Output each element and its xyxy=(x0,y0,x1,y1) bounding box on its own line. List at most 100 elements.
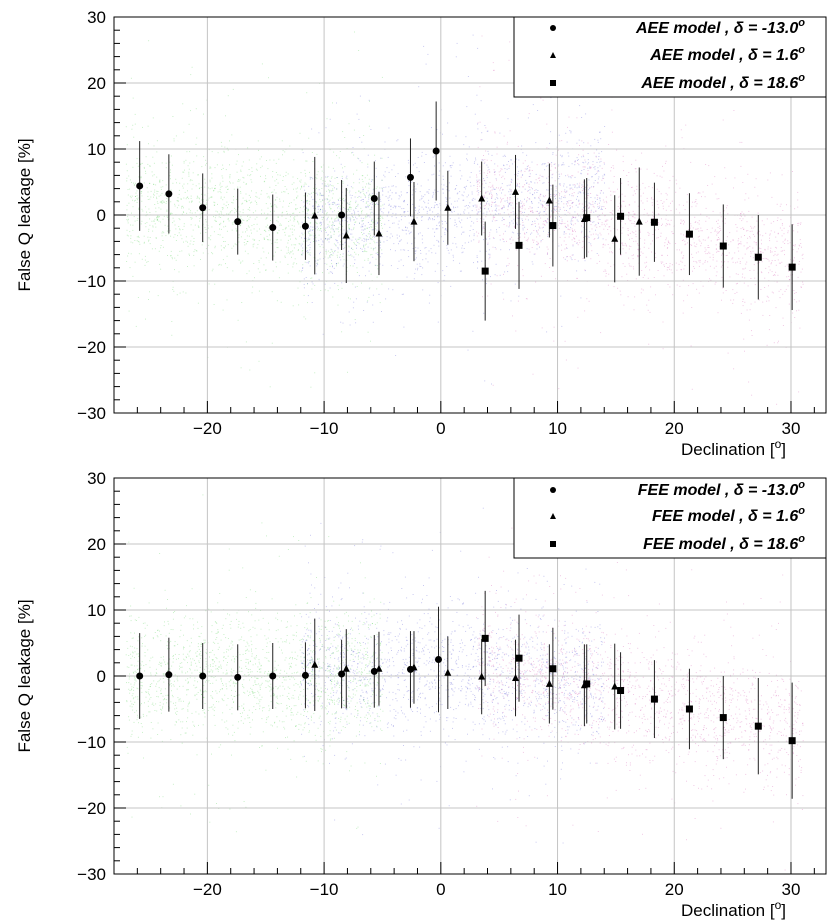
bg-dot xyxy=(229,182,231,184)
bg-dot xyxy=(271,191,273,193)
bg-dot xyxy=(156,198,158,200)
bg-dot xyxy=(526,154,528,156)
bg-dot xyxy=(500,186,502,188)
bg-dot xyxy=(170,213,171,215)
bg-dot xyxy=(564,209,566,211)
bg-dot xyxy=(483,178,485,179)
bg-dot xyxy=(428,199,430,201)
bg-dot xyxy=(190,74,192,76)
bg-dot xyxy=(597,182,599,184)
bg-dot xyxy=(579,191,581,193)
bg-dot xyxy=(635,159,637,161)
bg-dot xyxy=(348,297,349,299)
bg-dot xyxy=(320,208,321,210)
bg-dot xyxy=(635,236,637,238)
bg-dot xyxy=(252,286,254,288)
bg-dot xyxy=(578,200,580,202)
bg-dot xyxy=(314,284,316,286)
bg-dot xyxy=(800,286,802,288)
bg-dot xyxy=(565,191,566,193)
bg-dot xyxy=(590,234,592,236)
bg-dot xyxy=(479,210,481,212)
bg-dot xyxy=(569,130,571,132)
bg-dot xyxy=(627,234,629,236)
bg-dot xyxy=(244,250,246,252)
bg-dot xyxy=(512,239,514,241)
bg-dot xyxy=(135,325,137,327)
bg-dot xyxy=(215,221,217,222)
bg-dot xyxy=(629,265,631,267)
bg-dot xyxy=(315,228,317,230)
bg-dot xyxy=(571,223,572,225)
bg-dot xyxy=(475,206,477,208)
bg-dot xyxy=(367,166,369,168)
bg-dot xyxy=(471,210,473,212)
bg-dot xyxy=(319,253,320,255)
bg-dot xyxy=(422,267,424,269)
bg-dot xyxy=(746,248,748,250)
bg-dot xyxy=(176,294,178,296)
bg-dot xyxy=(446,189,448,191)
bg-dot xyxy=(129,188,131,190)
bg-dot xyxy=(476,185,478,187)
bg-dot xyxy=(306,195,308,197)
bg-dot xyxy=(134,200,135,202)
bg-dot xyxy=(408,230,410,232)
bg-dot xyxy=(428,302,430,304)
bg-dot xyxy=(322,199,323,201)
bg-dot xyxy=(744,277,746,279)
bg-dot xyxy=(590,204,592,206)
bg-dot xyxy=(585,201,587,203)
bg-dot xyxy=(372,294,374,296)
bg-dot xyxy=(526,232,528,234)
bg-dot xyxy=(338,217,340,219)
bg-dot xyxy=(486,176,488,178)
bg-dot xyxy=(376,229,378,231)
bg-dot xyxy=(286,188,288,190)
bg-dot xyxy=(326,263,328,265)
bg-dot xyxy=(354,224,355,226)
bg-dot xyxy=(581,208,583,210)
bg-dot xyxy=(517,178,519,180)
bg-dot xyxy=(263,212,265,214)
bg-dot xyxy=(567,202,569,204)
bg-dot xyxy=(724,218,726,220)
bg-dot xyxy=(438,162,440,164)
bg-dot xyxy=(766,218,768,220)
bg-dot xyxy=(689,227,691,229)
bg-dot xyxy=(612,242,614,244)
bg-dot xyxy=(334,210,335,212)
bg-dot xyxy=(604,269,606,271)
bg-dot xyxy=(355,200,357,202)
bg-dot xyxy=(348,311,350,313)
bg-dot xyxy=(247,208,249,210)
bg-dot xyxy=(454,200,456,202)
bg-dot xyxy=(427,179,429,181)
bg-dot xyxy=(131,181,132,183)
data-point xyxy=(338,211,346,219)
bg-dot xyxy=(582,211,584,213)
bg-dot xyxy=(679,285,681,287)
bg-dot xyxy=(361,220,363,222)
bg-dot xyxy=(342,181,344,183)
bg-dot xyxy=(606,223,608,225)
bg-dot xyxy=(457,206,459,208)
bg-dot xyxy=(307,193,309,195)
bg-dot xyxy=(754,253,756,254)
bg-dot xyxy=(608,187,610,189)
bg-dot xyxy=(357,210,359,212)
bg-dot xyxy=(319,251,321,253)
bg-dot xyxy=(361,226,363,228)
bg-dot xyxy=(744,215,746,217)
bg-dot xyxy=(781,261,783,263)
bg-dot xyxy=(501,176,503,178)
bg-dot xyxy=(187,266,188,267)
bg-dot xyxy=(416,263,418,265)
bg-dot xyxy=(265,269,267,271)
bg-dot xyxy=(361,282,362,284)
bg-dot xyxy=(420,266,422,267)
bg-dot xyxy=(379,302,381,304)
bg-dot xyxy=(288,225,290,227)
bg-dot xyxy=(127,194,129,196)
